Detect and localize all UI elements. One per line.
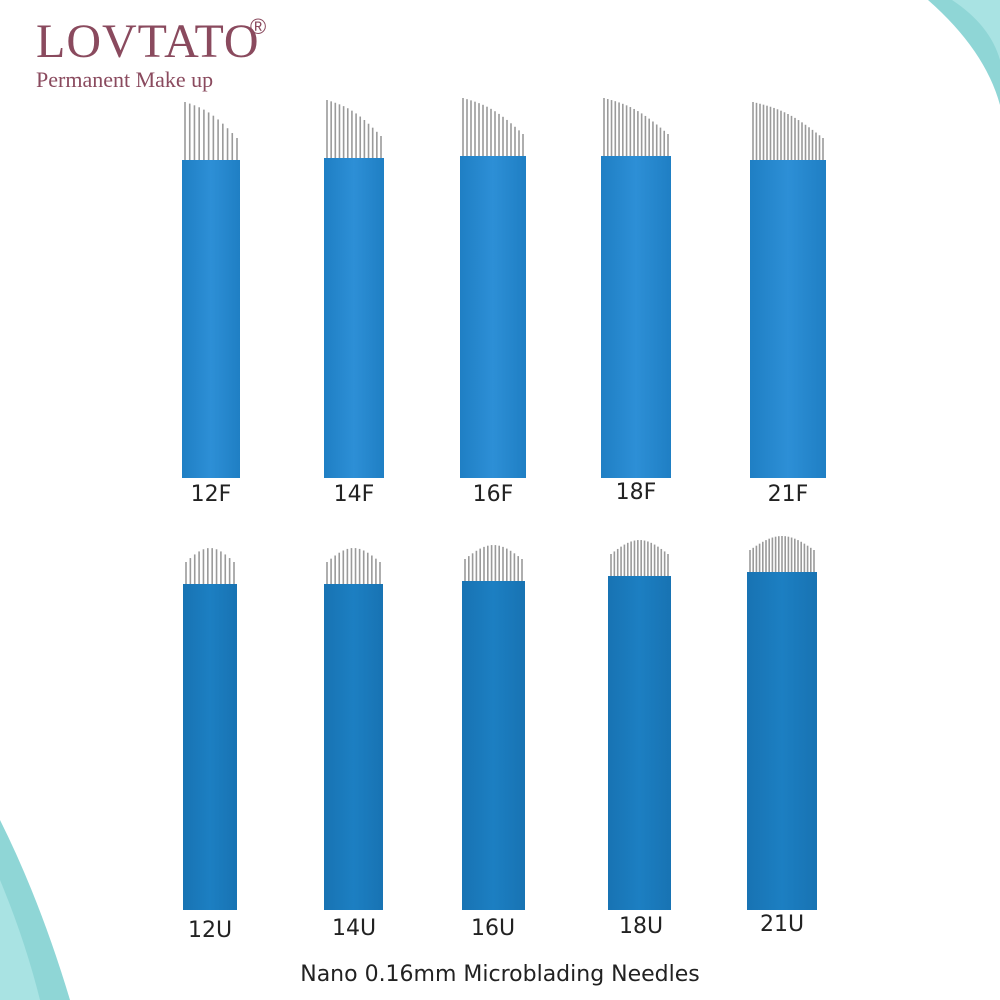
blade-body xyxy=(324,584,383,910)
registered-mark: ® xyxy=(250,14,267,39)
blade-body xyxy=(608,576,671,910)
needle-tip xyxy=(185,548,235,584)
blade-12f xyxy=(182,102,240,478)
blade-body xyxy=(462,581,525,910)
blade-16f xyxy=(460,98,526,478)
needle-tip xyxy=(610,540,669,576)
needle-tip xyxy=(752,102,824,160)
product-caption: Nano 0.16mm Microblading Needles xyxy=(300,962,700,987)
brand-tagline: Permanent Make up xyxy=(36,67,214,92)
needle-tip xyxy=(326,548,381,584)
blade-12u xyxy=(183,548,237,910)
needle-tip xyxy=(749,536,815,572)
blade-body xyxy=(324,158,384,478)
blade-body xyxy=(460,156,526,478)
blade-label-12f: 12F xyxy=(190,482,232,507)
brand-name: LOVTATO xyxy=(36,15,260,68)
blade-label-21u: 21U xyxy=(759,912,805,937)
blade-21f xyxy=(750,102,826,478)
needle-tip xyxy=(462,98,524,156)
blade-body xyxy=(182,160,240,478)
needle-tip xyxy=(326,100,382,158)
blade-18f xyxy=(601,98,671,478)
blade-label-16u: 16U xyxy=(470,916,516,941)
brand-logo: LOVTATO ® Permanent Make up xyxy=(36,14,266,92)
blade-body xyxy=(750,160,826,478)
blade-label-18f: 18F xyxy=(615,480,657,505)
needle-tip xyxy=(603,98,669,156)
blade-label-16f: 16F xyxy=(472,482,514,507)
blade-body xyxy=(601,156,671,478)
blade-body xyxy=(183,584,237,910)
blade-label-21f: 21F xyxy=(767,482,809,507)
blade-label-12u: 12U xyxy=(187,918,233,943)
blade-body xyxy=(747,572,817,910)
needle-tip xyxy=(184,102,238,160)
blade-16u xyxy=(462,545,525,910)
blade-21u xyxy=(747,536,817,910)
blade-label-14f: 14F xyxy=(333,482,375,507)
blade-18u xyxy=(608,540,671,910)
blade-label-14u: 14U xyxy=(331,916,377,941)
blade-label-18u: 18U xyxy=(618,914,664,939)
blade-14f xyxy=(324,100,384,478)
blade-14u xyxy=(324,548,383,910)
needle-tip xyxy=(464,545,523,581)
